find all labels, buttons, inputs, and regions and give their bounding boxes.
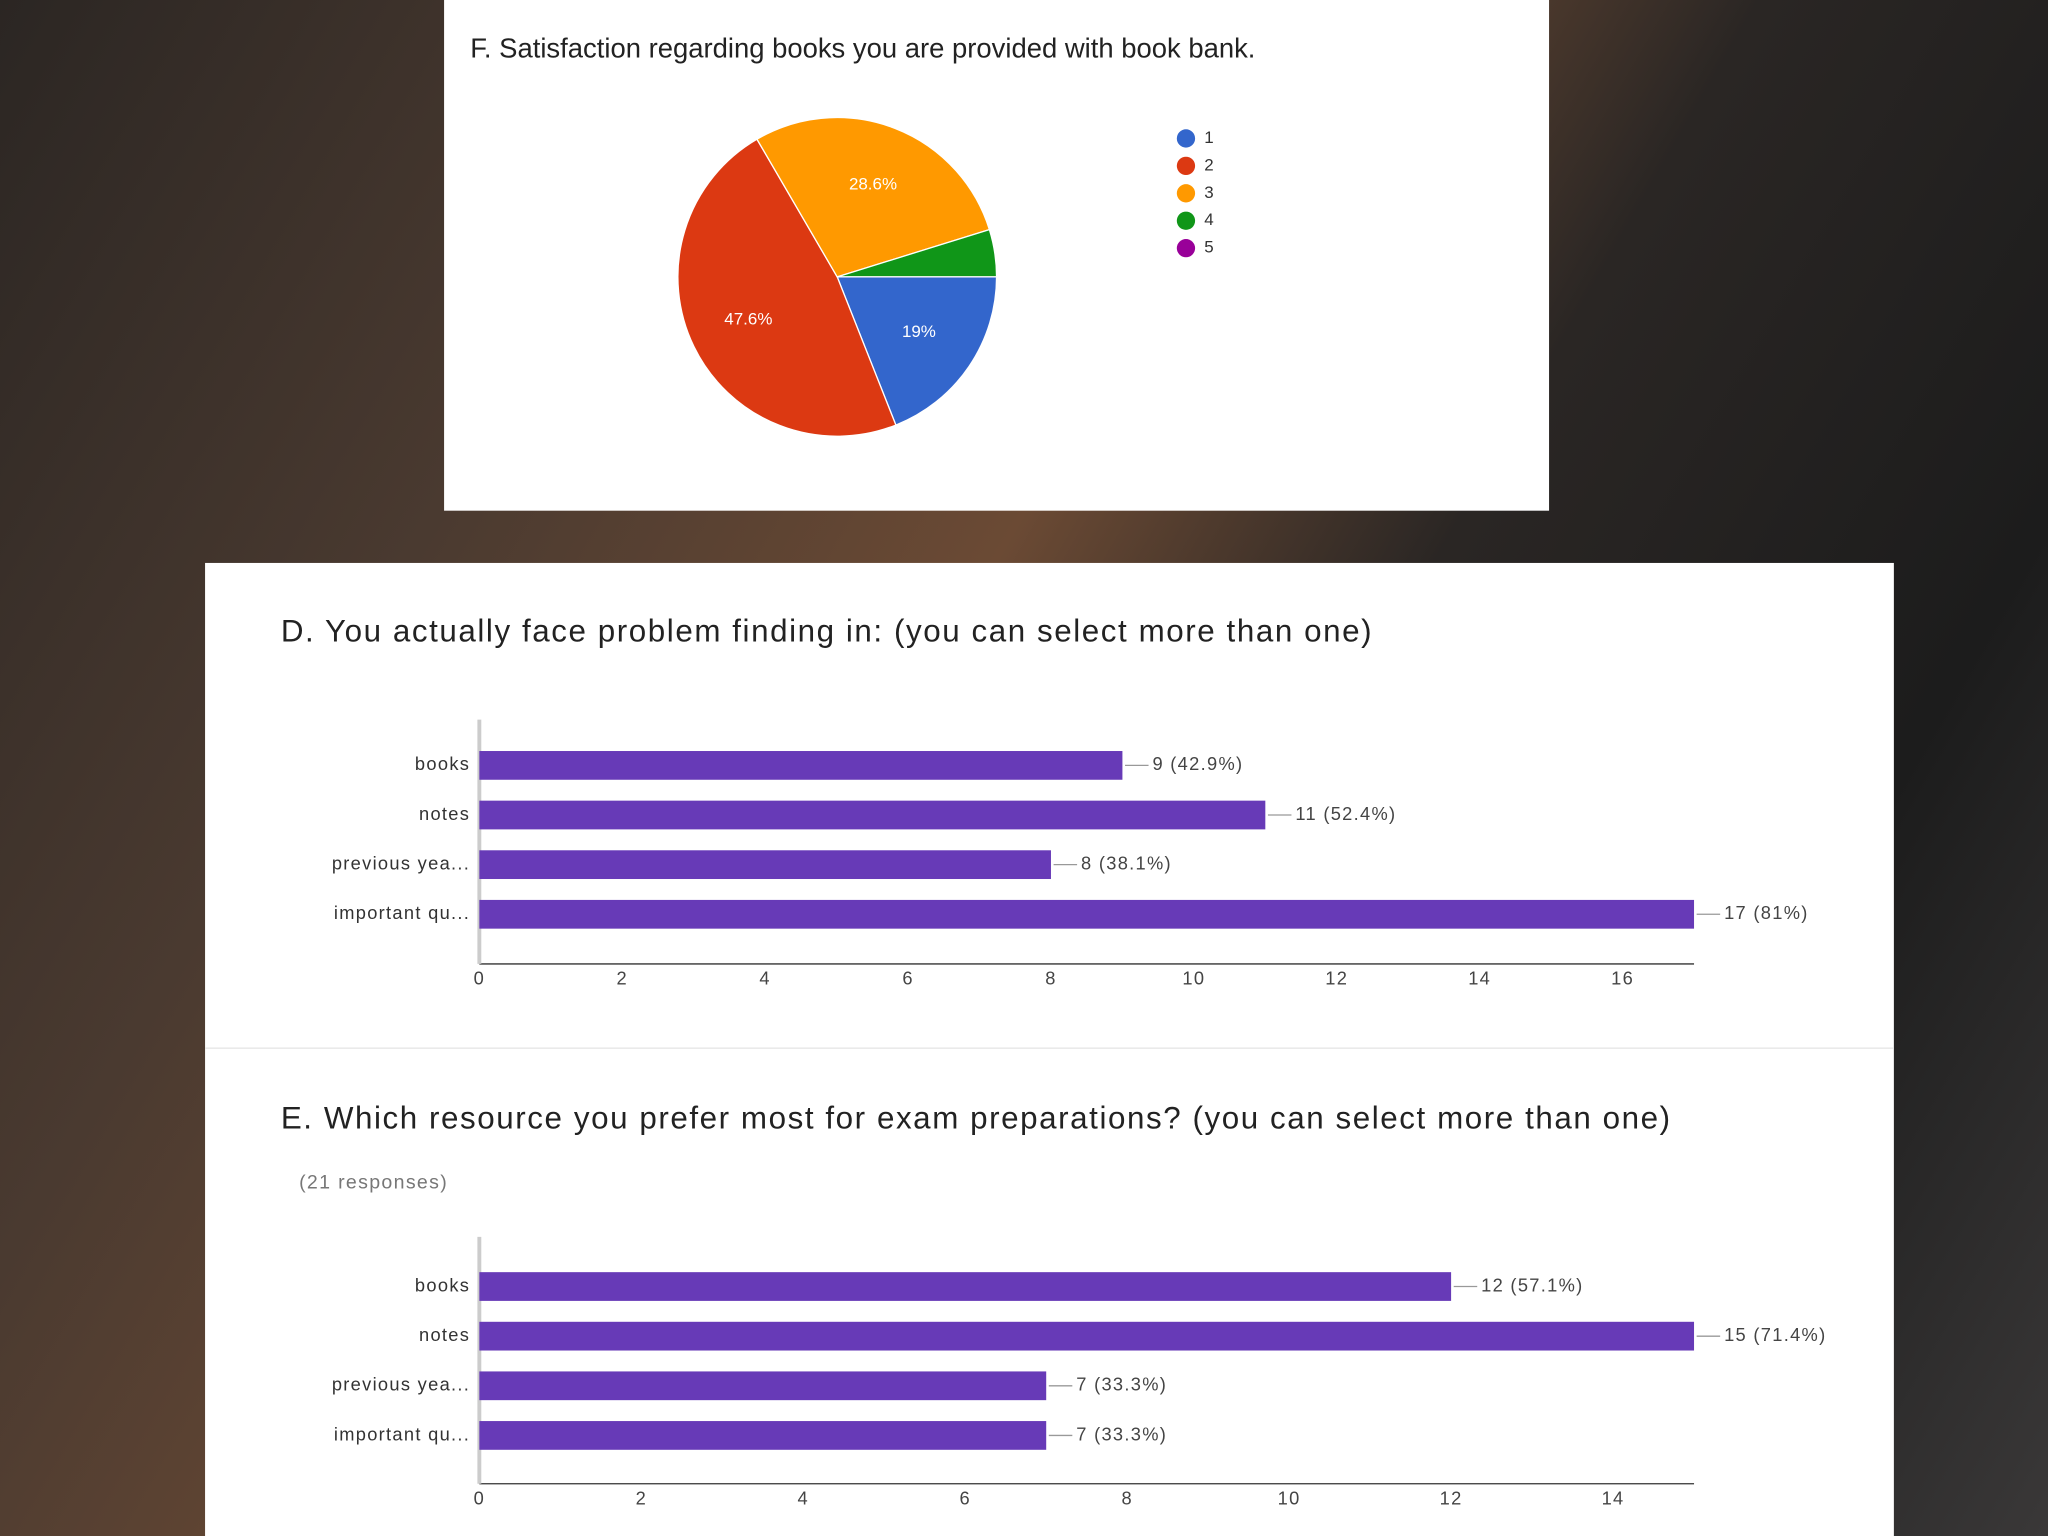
- pie-slice: [677, 138, 897, 437]
- x-tick-label: 0: [474, 1487, 485, 1508]
- value-label: 7 (33.3%): [1076, 1423, 1167, 1444]
- legend-swatch: [1176, 239, 1196, 258]
- value-label: 17 (81%): [1724, 902, 1809, 923]
- value-label: 7 (33.3%): [1076, 1374, 1167, 1395]
- pie-panel: [444, 0, 1550, 511]
- y-tick-label: previous yea...: [332, 1374, 470, 1395]
- legend-swatch: [1176, 211, 1196, 230]
- x-tick-label: 6: [902, 967, 913, 988]
- value-label: 12 (57.1%): [1481, 1274, 1583, 1295]
- x-tick-label: 2: [617, 967, 628, 988]
- slice-label: 19%: [902, 322, 936, 341]
- bar: [479, 800, 1266, 830]
- legend-swatch: [1176, 129, 1196, 148]
- value-label: 15 (71.4%): [1724, 1324, 1826, 1345]
- bar: [479, 1272, 1452, 1301]
- value-label: 11 (52.4%): [1295, 803, 1396, 824]
- divider: [205, 1047, 1894, 1049]
- slice-label: 28.6%: [849, 174, 897, 193]
- x-tick-label: 4: [798, 1487, 809, 1508]
- value-label: 9 (42.9%): [1152, 753, 1243, 774]
- bar: [479, 899, 1695, 929]
- x-tick-label: 6: [959, 1487, 970, 1508]
- y-tick-label: important qu...: [334, 902, 470, 923]
- y-tick-label: books: [415, 1274, 470, 1295]
- legend-swatch: [1176, 184, 1196, 203]
- bar: [479, 850, 1051, 880]
- x-tick-label: 14: [1602, 1487, 1625, 1508]
- pie-slice: [756, 116, 991, 278]
- x-tick-label: 16: [1611, 967, 1634, 988]
- legend-label: 4: [1204, 210, 1213, 229]
- legend-swatch: [1176, 156, 1196, 176]
- bar: [479, 1371, 1047, 1401]
- x-tick-label: 10: [1278, 1487, 1301, 1508]
- chart-title: F. Satisfaction regarding books you are …: [470, 33, 1256, 64]
- bar: [479, 1321, 1695, 1351]
- x-tick-label: 10: [1182, 967, 1205, 988]
- legend-label: 3: [1204, 183, 1213, 202]
- x-tick-label: 8: [1045, 967, 1056, 988]
- x-tick-label: 12: [1440, 1487, 1463, 1508]
- y-tick-label: important qu...: [334, 1423, 470, 1444]
- y-tick-label: notes: [419, 803, 470, 824]
- x-tick-label: 4: [759, 967, 770, 988]
- y-tick-label: notes: [419, 1324, 470, 1345]
- chart-subtitle: (21 responses): [299, 1171, 449, 1194]
- legend-label: 5: [1204, 238, 1213, 257]
- x-tick-label: 14: [1468, 967, 1491, 988]
- slice-label: 47.6%: [724, 310, 772, 329]
- x-tick-label: 12: [1325, 967, 1348, 988]
- chart-title: E. Which resource you prefer most for ex…: [280, 1101, 1672, 1137]
- x-tick-label: 0: [474, 967, 485, 988]
- legend-label: 1: [1204, 128, 1213, 147]
- value-label: 8 (38.1%): [1081, 852, 1172, 873]
- x-tick-label: 8: [1121, 1487, 1132, 1508]
- bar: [479, 751, 1123, 780]
- y-tick-label: books: [415, 753, 470, 774]
- pie-slice: [836, 276, 998, 426]
- chart-title: D. You actually face problem finding in:…: [280, 613, 1374, 650]
- y-tick-label: previous yea...: [332, 852, 470, 873]
- bar: [479, 1421, 1047, 1450]
- x-tick-label: 2: [636, 1487, 647, 1508]
- legend-label: 2: [1204, 155, 1213, 174]
